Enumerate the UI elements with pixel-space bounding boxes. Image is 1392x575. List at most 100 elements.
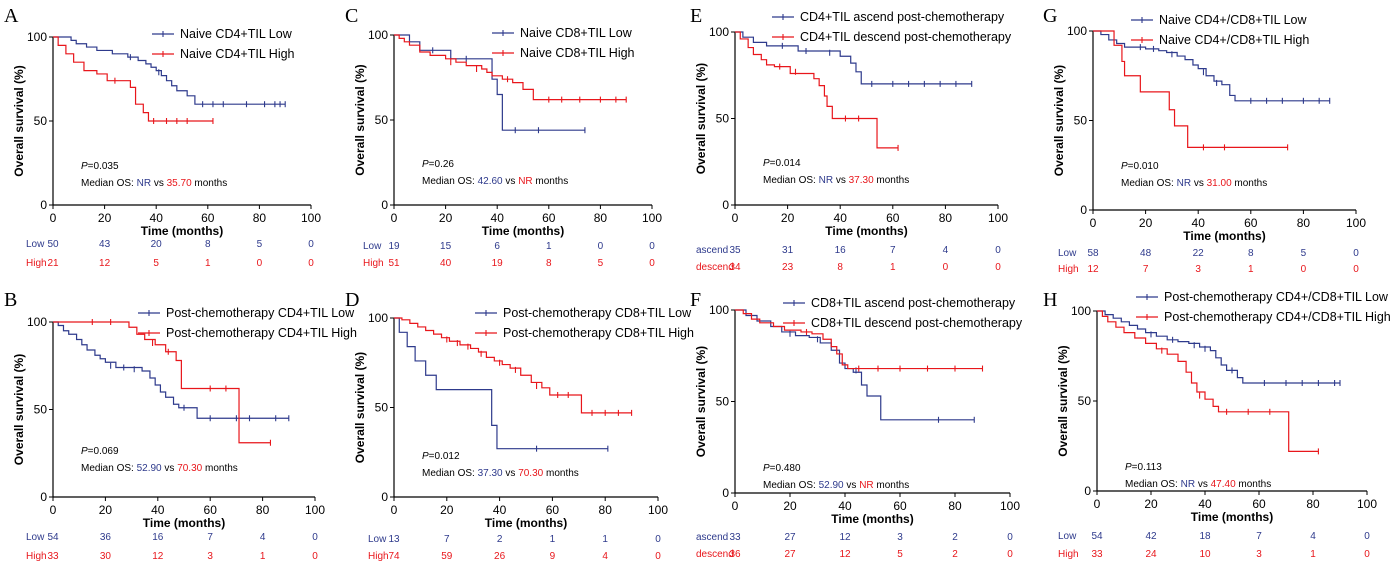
- y-tick-label: 50: [375, 401, 389, 415]
- x-tick-label: 40: [834, 211, 848, 225]
- y-tick-label: 100: [1071, 304, 1091, 318]
- x-tick-label: 80: [599, 503, 613, 517]
- risk-count: 30: [100, 551, 112, 562]
- y-tick-label: 0: [722, 486, 729, 500]
- y-tick-label: 100: [368, 28, 388, 42]
- risk-count: 0: [1007, 532, 1013, 543]
- legend-label: CD4+TIL descend post-chemotherapy: [800, 30, 1012, 44]
- x-tick-label: 0: [50, 503, 57, 517]
- survival-curve-high: [735, 31, 899, 149]
- x-tick-label: 100: [1346, 216, 1366, 230]
- x-tick-label: 0: [50, 211, 57, 225]
- risk-count: 0: [308, 239, 314, 250]
- risk-row-label: Low: [26, 239, 45, 250]
- p-value: P=0.012: [422, 451, 460, 462]
- risk-count: 40: [440, 258, 452, 269]
- risk-count: 4: [943, 245, 949, 256]
- risk-count: 2: [952, 532, 958, 543]
- x-tick-label: 20: [781, 211, 795, 225]
- risk-count: 0: [1364, 549, 1370, 560]
- legend-label: Naive CD4+TIL Low: [180, 27, 293, 41]
- risk-count: 1: [602, 534, 608, 545]
- y-tick-label: 0: [1084, 484, 1091, 498]
- survival-curve-high: [53, 36, 213, 122]
- risk-count: 74: [388, 551, 400, 562]
- x-tick-label: 80: [594, 211, 608, 225]
- legend-label: CD8+TIL ascend post-chemotherapy: [811, 296, 1016, 310]
- panel-letter: F: [690, 289, 701, 311]
- y-tick-label: 50: [34, 403, 48, 417]
- risk-count: 16: [835, 245, 847, 256]
- x-axis-title: Time (months): [831, 512, 913, 526]
- risk-count: 18: [1199, 531, 1211, 542]
- median-os: Median OS: NR vs 35.70 months: [81, 178, 227, 189]
- risk-count: 33: [729, 532, 741, 543]
- risk-count: 13: [388, 534, 400, 545]
- risk-row-label: ascend: [696, 532, 728, 543]
- x-tick-label: 0: [1094, 497, 1101, 511]
- risk-count: 3: [1195, 264, 1201, 275]
- x-tick-label: 60: [1252, 497, 1266, 511]
- x-tick-label: 40: [151, 503, 165, 517]
- legend-label: CD4+TIL ascend post-chemotherapy: [800, 10, 1005, 24]
- risk-count: 7: [444, 534, 450, 545]
- x-tick-label: 40: [493, 503, 507, 517]
- risk-count: 21: [47, 258, 59, 269]
- risk-count: 7: [1256, 531, 1262, 542]
- x-tick-label: 20: [440, 503, 454, 517]
- risk-count: 8: [205, 239, 211, 250]
- risk-count: 33: [47, 551, 59, 562]
- x-tick-label: 20: [98, 211, 112, 225]
- risk-count: 33: [1091, 549, 1103, 560]
- x-tick-label: 80: [256, 503, 270, 517]
- risk-count: 51: [388, 258, 400, 269]
- risk-count: 0: [312, 551, 318, 562]
- risk-count: 50: [47, 239, 59, 250]
- risk-count: 36: [100, 532, 112, 543]
- x-tick-label: 60: [204, 503, 218, 517]
- x-tick-label: 40: [491, 211, 505, 225]
- risk-row-label: descend: [696, 549, 734, 560]
- x-tick-label: 0: [391, 503, 398, 517]
- risk-count: 5: [1301, 248, 1307, 259]
- median-os: Median OS: 37.30 vs 70.30 months: [422, 468, 579, 479]
- risk-count: 3: [1256, 549, 1262, 560]
- legend-label: CD8+TIL descend post-chemotherapy: [811, 316, 1023, 330]
- p-value: P=0.480: [763, 463, 801, 474]
- x-tick-label: 60: [1244, 216, 1258, 230]
- y-axis-title: Overall survival (%): [694, 346, 708, 457]
- risk-count: 0: [655, 551, 661, 562]
- risk-count: 0: [257, 258, 263, 269]
- legend-label: Post-chemotherapy CD4+TIL High: [166, 326, 357, 340]
- y-tick-label: 100: [709, 303, 729, 317]
- risk-row-label: ascend: [696, 245, 728, 256]
- x-tick-label: 80: [253, 211, 267, 225]
- risk-count: 0: [312, 532, 318, 543]
- risk-count: 0: [655, 534, 661, 545]
- y-tick-label: 0: [381, 490, 388, 504]
- risk-count: 0: [598, 241, 604, 252]
- y-tick-label: 0: [40, 198, 47, 212]
- risk-count: 54: [47, 532, 59, 543]
- y-tick-label: 0: [381, 198, 388, 212]
- x-tick-label: 40: [1198, 497, 1212, 511]
- p-value: P=0.069: [81, 446, 119, 457]
- risk-count: 26: [494, 551, 506, 562]
- risk-count: 5: [897, 549, 903, 560]
- risk-count: 1: [546, 241, 552, 252]
- risk-row-label: High: [363, 258, 384, 269]
- x-tick-label: 100: [1357, 497, 1377, 511]
- risk-count: 0: [649, 258, 655, 269]
- risk-count: 34: [729, 262, 741, 273]
- risk-count: 4: [602, 551, 608, 562]
- panel-letter: G: [1043, 5, 1057, 27]
- survival-curve-low: [1093, 30, 1330, 102]
- y-tick-label: 50: [716, 112, 730, 126]
- x-tick-label: 20: [1139, 216, 1153, 230]
- x-axis-title: Time (months): [825, 224, 907, 238]
